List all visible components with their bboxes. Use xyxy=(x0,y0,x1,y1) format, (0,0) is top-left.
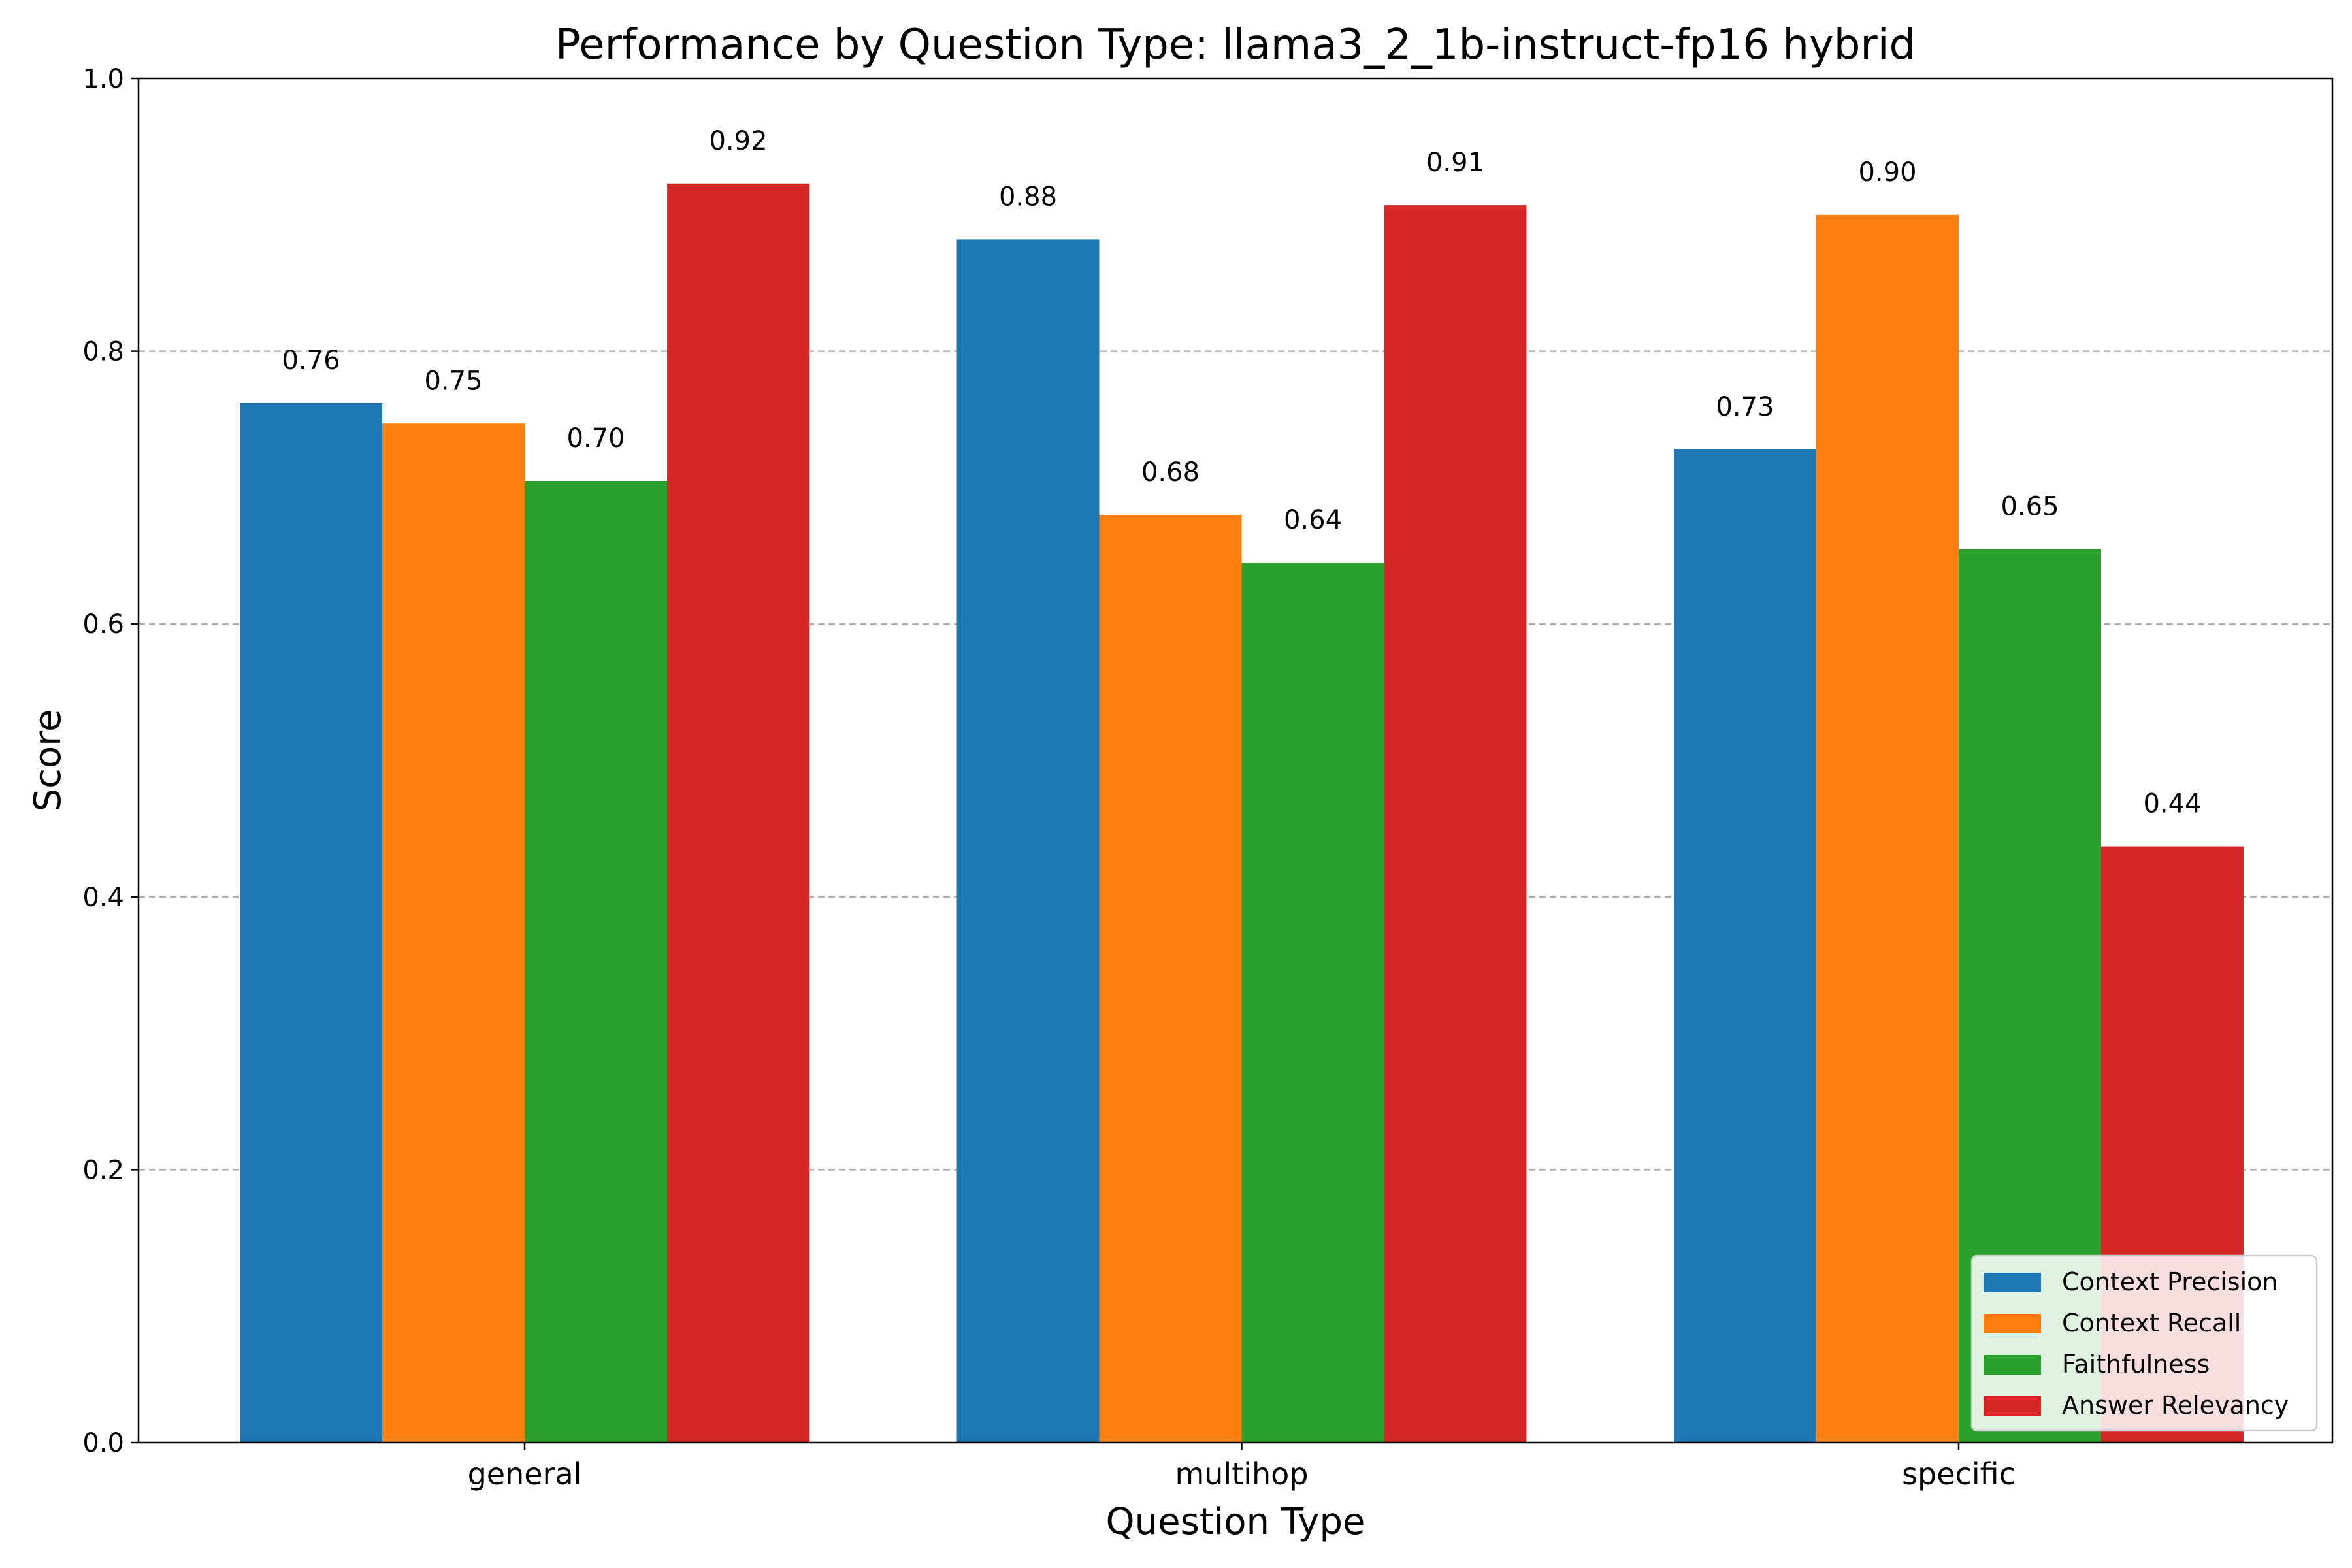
chart-title: Performance by Question Type: llama3_2_1… xyxy=(555,21,1916,69)
legend-swatch xyxy=(1984,1396,2041,1416)
data-label: 0.44 xyxy=(2143,789,2201,819)
bar xyxy=(382,423,525,1443)
y-axis-title: Score xyxy=(27,710,69,812)
data-label: 0.75 xyxy=(424,366,482,396)
data-label: 0.70 xyxy=(566,423,625,453)
bar xyxy=(525,480,667,1443)
bar xyxy=(1674,449,1816,1443)
data-label: 0.91 xyxy=(1426,148,1484,178)
y-tick-label: 0.4 xyxy=(82,883,124,913)
legend-swatch xyxy=(1984,1273,2041,1292)
y-tick-label: 0.0 xyxy=(82,1428,124,1458)
data-labels: 0.76 0.75 0.70 0.92 0.88 0.68 0.64 0.91 0.73 0.90… xyxy=(282,126,2201,819)
legend-box xyxy=(1970,1254,2318,1432)
x-axis: general multihop specific xyxy=(468,1443,2016,1492)
x-tick-label: general xyxy=(468,1456,582,1492)
bar xyxy=(1099,515,1242,1443)
bar xyxy=(240,402,382,1443)
bar xyxy=(956,239,1100,1443)
data-label: 0.73 xyxy=(1716,392,1774,422)
y-tick-label: 0.2 xyxy=(82,1155,124,1185)
data-label: 0.64 xyxy=(1284,505,1342,535)
y-axis: 0.0 0.2 0.4 0.6 0.8 1.0 xyxy=(82,64,139,1458)
legend: Context Precision Context Recall Faithfuln… xyxy=(1970,1254,2318,1432)
legend-label: Context Recall xyxy=(2062,1309,2241,1337)
bar xyxy=(667,183,809,1443)
y-tick-label: 0.8 xyxy=(82,337,124,367)
data-label: 0.88 xyxy=(999,182,1057,212)
legend-label: Answer Relevancy xyxy=(2062,1391,2289,1420)
y-tick-label: 1.0 xyxy=(82,64,124,94)
x-axis-title: Question Type xyxy=(1106,1501,1365,1543)
plot-area xyxy=(137,77,2334,1444)
legend-swatch xyxy=(1984,1355,2041,1375)
data-label: 0.76 xyxy=(282,346,340,376)
y-tick-label: 0.6 xyxy=(82,610,124,640)
legend-label: Faithfulness xyxy=(2062,1350,2210,1379)
bar xyxy=(1384,205,1527,1443)
x-tick-label: specific xyxy=(1902,1456,2016,1492)
data-label: 0.92 xyxy=(709,126,767,156)
x-tick-label: multihop xyxy=(1175,1456,1308,1492)
data-label: 0.65 xyxy=(2001,491,2059,521)
bar xyxy=(1816,214,1959,1443)
legend-swatch xyxy=(1984,1314,2041,1333)
legend-label: Context Precision xyxy=(2062,1267,2278,1296)
data-label: 0.68 xyxy=(1141,457,1200,487)
data-label: 0.90 xyxy=(1858,157,1916,188)
bar xyxy=(1241,563,1384,1443)
